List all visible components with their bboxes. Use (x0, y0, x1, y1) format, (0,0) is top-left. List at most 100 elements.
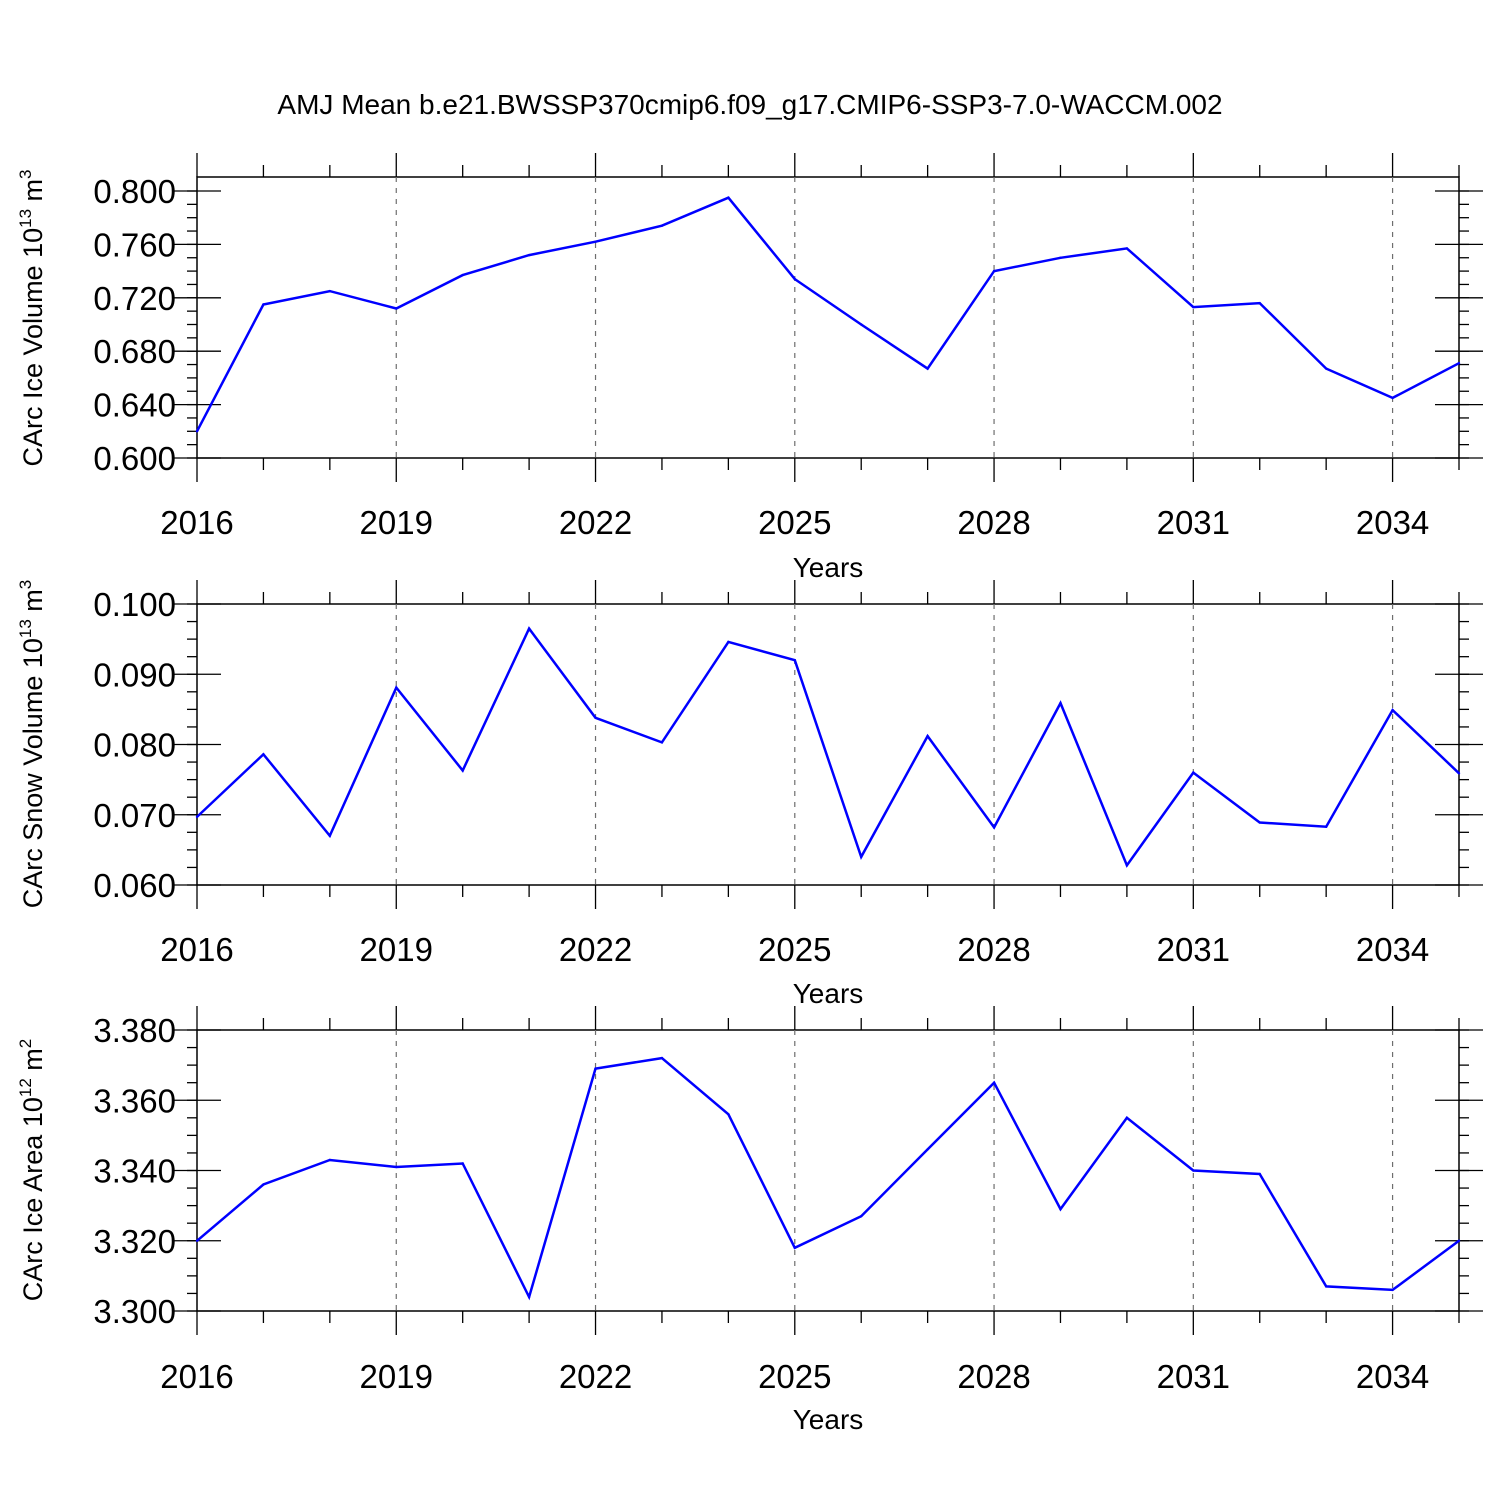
series-line-1 (196, 626, 1460, 868)
y-tick-label: 0.720 (93, 280, 176, 317)
plot-frame (196, 176, 1460, 459)
data-point (727, 1113, 730, 1116)
series-line-1 (196, 1056, 1460, 1301)
data-point (992, 826, 996, 829)
data-point (860, 1214, 863, 1218)
data-point (328, 834, 332, 838)
y-axis-label: CArc Ice Area 1012 m2 (16, 1039, 48, 1302)
data-point (1125, 1116, 1129, 1120)
data-point (195, 1239, 199, 1242)
panel-1: 2016 2019 2022 2025 2028 2031 2034 0.600 0.640 0.… (16, 153, 1483, 583)
plot-frame (196, 1029, 1460, 1312)
x-tick-label: 2034 (1356, 1358, 1429, 1395)
data-point (793, 1246, 796, 1249)
data-point (1324, 1285, 1328, 1288)
y-tick-label: 0.800 (93, 173, 176, 210)
panel-2: 2016 2019 2022 2025 2028 2031 2034 0.060 0.070 0.… (16, 580, 1483, 1009)
data-point (1258, 821, 1261, 824)
y-tick-label: 0.090 (93, 656, 176, 693)
data-point (660, 741, 664, 744)
y-tick-label: 3.360 (93, 1082, 176, 1119)
data-point (1324, 367, 1328, 370)
data-point (195, 815, 199, 819)
data-point (262, 753, 265, 756)
x-tick-label: 2019 (360, 931, 433, 968)
plot-frame (196, 603, 1460, 886)
data-point (860, 855, 863, 859)
x-tick-label: 2034 (1356, 931, 1429, 968)
data-point (328, 289, 332, 293)
data-point (395, 307, 398, 310)
data-point (328, 1158, 332, 1162)
data-point (1391, 1288, 1394, 1292)
data-point (262, 303, 265, 306)
chart-panels: 2016 2019 2022 2025 2028 2031 2034 0.600 0.640 0.… (16, 153, 1483, 1435)
data-point (1324, 825, 1328, 828)
x-tick-label: 2022 (559, 1358, 632, 1395)
data-point (992, 1081, 996, 1084)
data-point (1059, 1207, 1062, 1211)
x-tick-label: 2019 (360, 504, 433, 541)
data-point (461, 273, 464, 277)
data-point (1258, 1172, 1261, 1176)
x-tick-label: 2016 (160, 504, 233, 541)
data-point (461, 1162, 464, 1165)
data-point (926, 367, 929, 370)
y-tick-label: 0.640 (93, 387, 176, 424)
x-tick-label: 2025 (758, 1358, 831, 1395)
x-tick-label: 2031 (1157, 931, 1230, 968)
data-point (1457, 362, 1461, 365)
data-point (727, 196, 730, 199)
data-point (1457, 1239, 1461, 1242)
chart-title: AMJ Mean b.e21.BWSSP370cmip6.f09_g17.CMI… (277, 89, 1222, 120)
y-axis-label: CArc Ice Volume 1013 m3 (16, 169, 48, 466)
data-point (1391, 396, 1394, 400)
data-point (395, 686, 398, 689)
data-point (527, 1295, 531, 1299)
data-point (926, 734, 929, 738)
data-point (527, 627, 531, 630)
data-point (793, 277, 796, 281)
data-point (461, 769, 464, 772)
data-point (992, 269, 996, 273)
data-point (860, 323, 863, 326)
data-point (262, 1183, 265, 1186)
x-tick-label: 2028 (957, 1358, 1030, 1395)
y-tick-label: 3.340 (93, 1153, 176, 1190)
data-point (594, 1067, 597, 1070)
data-point (926, 1148, 929, 1151)
series-line-1 (195, 196, 1460, 432)
data-point (594, 240, 597, 243)
x-axis-label: Years (793, 978, 864, 1009)
data-point (195, 430, 199, 433)
x-tick-label: 2016 (160, 1358, 233, 1395)
data-point (1192, 305, 1195, 309)
data-point (1391, 708, 1394, 712)
y-tick-label: 0.060 (93, 867, 176, 904)
data-point (527, 253, 531, 257)
x-tick-label: 2034 (1356, 504, 1429, 541)
y-tick-label: 3.380 (93, 1012, 176, 1049)
x-tick-label: 2025 (758, 931, 831, 968)
data-point (727, 640, 730, 644)
x-tick-label: 2028 (957, 504, 1030, 541)
y-tick-label: 3.300 (93, 1293, 176, 1330)
x-tick-label: 2022 (559, 931, 632, 968)
x-tick-label: 2022 (559, 504, 632, 541)
data-point (1059, 256, 1062, 259)
y-tick-label: 0.680 (93, 333, 176, 370)
data-point (1258, 301, 1261, 305)
x-tick-label: 2031 (1157, 504, 1230, 541)
x-tick-label: 2019 (360, 1358, 433, 1395)
data-point (1059, 701, 1062, 705)
x-axis-label: Years (793, 552, 864, 583)
data-point (1192, 771, 1195, 774)
y-tick-label: 0.100 (93, 586, 176, 623)
data-point (1457, 772, 1461, 775)
data-point (1192, 1169, 1195, 1172)
data-point (594, 716, 597, 720)
y-tick-label: 0.070 (93, 797, 176, 834)
y-tick-label: 0.600 (93, 440, 176, 477)
y-tick-label: 3.320 (93, 1223, 176, 1260)
